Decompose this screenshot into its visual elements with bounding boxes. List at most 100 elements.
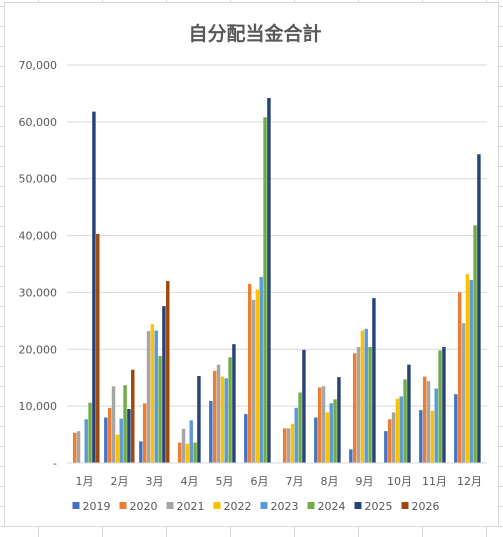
- legend-swatch: [401, 502, 409, 509]
- bar: [329, 403, 333, 463]
- bar: [92, 111, 96, 463]
- bar: [72, 432, 77, 463]
- bar: [193, 442, 197, 463]
- legend-swatch: [166, 502, 174, 509]
- x-tick-label: 7月: [286, 475, 304, 488]
- gridlines: [67, 64, 487, 407]
- bar: [158, 356, 162, 463]
- bar: [454, 394, 458, 463]
- bar: [197, 376, 201, 463]
- bar: [473, 225, 477, 463]
- bar: [111, 386, 116, 463]
- bar: [407, 364, 411, 463]
- legend-swatch: [119, 502, 127, 509]
- legend-label: 2026: [412, 500, 440, 513]
- bar: [127, 408, 131, 463]
- bar: [321, 386, 326, 463]
- legend-label: 2021: [177, 500, 205, 513]
- bar: [442, 347, 446, 463]
- bar: [142, 403, 147, 463]
- bar: [131, 369, 135, 463]
- bar: [267, 97, 271, 463]
- chart-area[interactable]: 自分配当金合計 - 10,000 20,000 30,000 40,000 50,000 6…: [4, 2, 499, 527]
- bar: [465, 274, 470, 463]
- bar: [372, 298, 376, 463]
- x-tick-label: 4月: [181, 475, 199, 488]
- legend-swatch: [260, 502, 268, 509]
- bar: [162, 306, 166, 463]
- bar: [212, 370, 217, 463]
- bar: [302, 349, 306, 463]
- bar: [325, 412, 330, 463]
- y-tick-label: 70,000: [19, 59, 58, 72]
- bar: [286, 428, 291, 463]
- legend-label: 2020: [130, 500, 158, 513]
- bar: [387, 419, 392, 463]
- bar: [430, 410, 435, 463]
- bar: [255, 289, 260, 463]
- legend-label: 2024: [318, 500, 346, 513]
- bar: [360, 330, 365, 463]
- bar: [154, 330, 158, 463]
- bar: [364, 328, 368, 463]
- y-tick-label: 20,000: [19, 343, 58, 356]
- x-tick-label: 9月: [356, 475, 374, 488]
- y-tick-label: 50,000: [19, 173, 58, 186]
- y-tick-label: -: [53, 457, 57, 470]
- bar: [189, 420, 193, 463]
- legend-swatch: [354, 502, 362, 509]
- bar: [220, 376, 225, 463]
- bar: [403, 379, 407, 463]
- bar: [352, 353, 357, 463]
- legend-swatch: [307, 502, 315, 509]
- bar: [263, 117, 267, 464]
- x-tick-label: 3月: [146, 475, 164, 488]
- bar: [185, 443, 190, 463]
- bar: [232, 344, 236, 463]
- bar: [150, 324, 155, 463]
- bar: [457, 292, 462, 463]
- bar: [384, 431, 388, 463]
- bar: [181, 428, 186, 463]
- bar: [228, 357, 232, 463]
- legend-label: 2022: [224, 500, 252, 513]
- x-tick-label: 1月: [76, 475, 94, 488]
- bar: [434, 388, 438, 463]
- bar: [282, 428, 287, 463]
- bar: [368, 347, 372, 463]
- x-tick-label: 2月: [111, 475, 129, 488]
- bar: [461, 323, 466, 463]
- bar: [337, 377, 341, 463]
- legend-swatch: [213, 502, 221, 509]
- bar: [88, 402, 92, 463]
- bar: [422, 376, 427, 463]
- bar: [146, 331, 151, 463]
- bar: [391, 412, 396, 463]
- bars: [72, 97, 481, 464]
- bar: [123, 385, 127, 463]
- bar: [356, 347, 361, 463]
- bar: [395, 398, 400, 463]
- bar: [298, 392, 302, 463]
- y-tick-label: 60,000: [19, 116, 58, 129]
- bar: [333, 399, 337, 463]
- bar: [294, 407, 298, 463]
- legend-label: 2019: [83, 500, 111, 513]
- legend: 2019 2020 2021 2022 2023 2024 2025 2026: [72, 500, 440, 513]
- bar: [251, 299, 256, 463]
- x-tick-label: 11月: [422, 475, 447, 488]
- bar: [247, 283, 252, 463]
- bar: [290, 423, 295, 463]
- bar: [399, 396, 403, 463]
- x-tick-label: 10月: [387, 475, 412, 488]
- bar: [259, 277, 263, 463]
- bar: [224, 378, 228, 463]
- bar: [115, 434, 120, 463]
- bar: [166, 281, 170, 463]
- chart-title: 自分配当金合計: [188, 22, 321, 45]
- bar: [104, 417, 108, 463]
- y-tick-label: 40,000: [19, 230, 58, 243]
- bar: [314, 417, 318, 463]
- bar: [317, 387, 322, 463]
- x-tick-label: 12月: [457, 475, 482, 488]
